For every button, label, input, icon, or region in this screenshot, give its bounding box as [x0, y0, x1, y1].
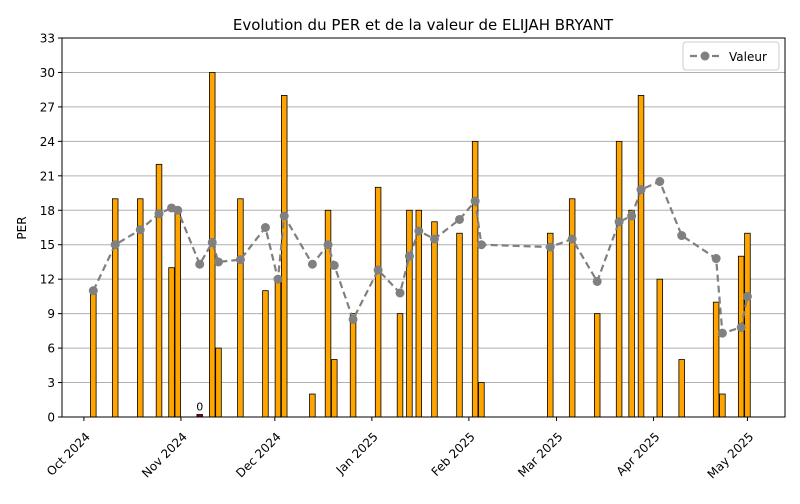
per-bar: [111, 198, 119, 418]
per-bar: [174, 209, 182, 418]
valeur-point: [711, 254, 721, 264]
legend: Valeur: [682, 41, 780, 71]
per-bar: [215, 347, 222, 418]
valeur-point: [614, 217, 624, 227]
valeur-point: [404, 251, 414, 261]
valeur-point: [373, 265, 383, 275]
chart-title: Evolution du PER et de la valeur de ELIJ…: [233, 16, 614, 34]
line-layer: [88, 177, 752, 338]
y-tick-label: 12: [40, 273, 55, 287]
valeur-point: [545, 242, 555, 252]
valeur-point: [235, 255, 245, 265]
per-bar: [237, 198, 244, 418]
y-axis-label: PER: [15, 216, 29, 239]
valeur-point: [307, 259, 317, 269]
valeur-point: [260, 223, 270, 232]
per-bar: [547, 232, 554, 418]
per-bar: [309, 393, 316, 418]
per-bar: [568, 198, 576, 418]
per-bar: [637, 95, 645, 418]
valeur-point: [273, 274, 283, 284]
y-tick-label: 6: [47, 342, 55, 356]
per-bar: [744, 232, 751, 418]
y-tick-label: 21: [40, 169, 55, 183]
per-bar: [737, 255, 745, 418]
legend-marker-swatch: [700, 51, 710, 61]
valeur-point: [655, 177, 665, 187]
per-bar: [331, 359, 338, 418]
per-bar: [593, 313, 601, 418]
valeur-point: [154, 209, 164, 219]
per-bar: [471, 140, 479, 418]
y-tick-label: 24: [40, 135, 55, 149]
per-bar: [396, 313, 404, 418]
per-bar: [478, 382, 485, 418]
y-tick-label: 3: [47, 376, 55, 390]
valeur-point: [348, 314, 358, 324]
valeur-point: [323, 240, 333, 250]
valeur-point: [742, 291, 752, 301]
per-bar: [168, 267, 175, 418]
valeur-point: [592, 276, 602, 286]
per-bar: [719, 393, 726, 418]
valeur-point: [88, 286, 98, 296]
legend-label-valeur: Valeur: [729, 50, 767, 64]
y-tick-label: 33: [40, 32, 55, 46]
plot-frame: [61, 37, 786, 418]
per-bar: [456, 232, 463, 418]
per-bar: [281, 95, 288, 418]
per-bar: [274, 278, 282, 418]
valeur-point: [135, 225, 145, 235]
valeur-point: [736, 322, 746, 332]
valeur-point: [195, 259, 205, 269]
valeur-point: [677, 231, 687, 241]
per-bar: [262, 290, 269, 418]
per-bar: [374, 186, 382, 418]
valeur-point: [454, 214, 464, 224]
per-bar: [628, 209, 635, 418]
valeur-point: [476, 240, 486, 250]
per-bar: [615, 140, 623, 418]
valeur-point: [414, 226, 424, 236]
per-bar: [90, 290, 97, 418]
valeur-point: [213, 257, 223, 267]
valeur-point: [173, 205, 183, 215]
per-bar: [155, 163, 163, 418]
per-bar-data-label: 0: [196, 401, 203, 414]
valeur-point: [470, 196, 480, 206]
per-bar: [678, 359, 685, 418]
y-tick-label: 9: [47, 307, 55, 321]
valeur-point: [627, 211, 637, 221]
per-bar: [349, 313, 357, 418]
valeur-point: [395, 288, 405, 298]
valeur-point: [329, 260, 339, 270]
per-bar: [415, 209, 423, 418]
legend-box: [682, 41, 780, 71]
valeur-point: [429, 234, 439, 244]
per-bar: [431, 221, 438, 418]
per-bar: [406, 209, 413, 418]
valeur-point: [279, 211, 289, 221]
y-tick-label: 0: [47, 411, 55, 425]
valeur-point: [717, 328, 727, 338]
y-tick-label: 18: [40, 204, 55, 218]
per-bar: [656, 278, 664, 418]
y-tick-label: 30: [40, 66, 55, 80]
y-tick-label: 27: [40, 100, 55, 114]
valeur-point: [207, 237, 217, 247]
y-tick-label: 15: [40, 238, 55, 252]
valeur-point: [636, 185, 646, 195]
valeur-point: [110, 240, 120, 250]
valeur-point: [567, 234, 577, 244]
per-bar: [712, 301, 720, 418]
